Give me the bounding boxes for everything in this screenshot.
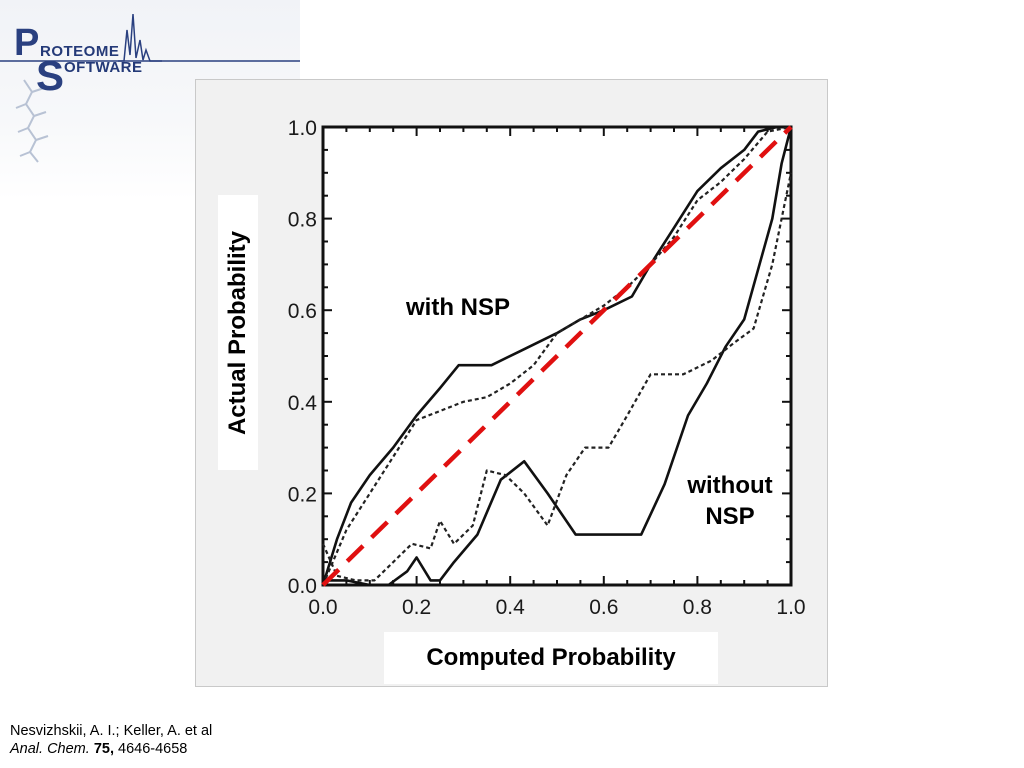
x-tick-label: 0.8 — [683, 596, 712, 619]
data-series — [321, 125, 793, 587]
citation-journal: Anal. Chem. — [10, 741, 90, 757]
axis-ticks — [322, 126, 792, 586]
series-line-4 — [321, 172, 793, 582]
annotation-without-line2: NSP — [705, 503, 755, 530]
diagonal-reference-line — [321, 125, 793, 587]
y-axis-label-text: Actual Probability — [224, 230, 252, 435]
x-tick-label: 0.6 — [589, 596, 618, 619]
x-tick-label: 0.4 — [496, 596, 526, 619]
y-tick-label: 0.0 — [288, 575, 317, 598]
series-line-2 — [321, 125, 792, 586]
x-tick-label: 0.0 — [308, 596, 337, 619]
x-tick-label: 1.0 — [776, 596, 805, 619]
citation-reference: Anal. Chem. 75, 4646-4658 — [10, 740, 212, 758]
y-tick-label: 0.4 — [288, 392, 318, 415]
y-axis-label: Actual Probability — [218, 195, 258, 470]
logo-graphic-icon — [0, 13, 300, 163]
y-tick-label: 0.6 — [288, 300, 317, 323]
logo-letter-p: P — [14, 22, 40, 64]
citation: Nesvizhskii, A. I.; Keller, A. et al Ana… — [10, 722, 212, 758]
citation-authors: Nesvizhskii, A. I.; Keller, A. et al — [10, 723, 213, 739]
annotation-without-nsp: without NSP — [680, 463, 780, 539]
citation-pages: 4646-4658 — [118, 741, 188, 757]
logo-word-oftware: OFTWARE — [64, 59, 143, 76]
series-line-3 — [323, 126, 793, 587]
y-tick-label: 1.0 — [288, 117, 317, 140]
annotation-with-nsp: with NSP — [386, 284, 530, 332]
logo-word-roteome: ROTEOME — [40, 43, 120, 60]
annotation-without-line1: without — [687, 471, 773, 499]
y-tick-label: 0.2 — [288, 483, 317, 506]
logo-letter-s: S — [36, 52, 65, 99]
x-tick-label: 0.2 — [402, 596, 431, 619]
citation-volume: 75, — [93, 741, 114, 757]
x-axis-label: Computed Probability — [384, 632, 718, 684]
axis-tick-labels: 0.0 0.2 0.4 0.6 0.8 1.0 0.0 0.2 0.4 0.6 0.8 1.0 — [288, 117, 806, 619]
y-tick-label: 0.8 — [288, 209, 317, 232]
